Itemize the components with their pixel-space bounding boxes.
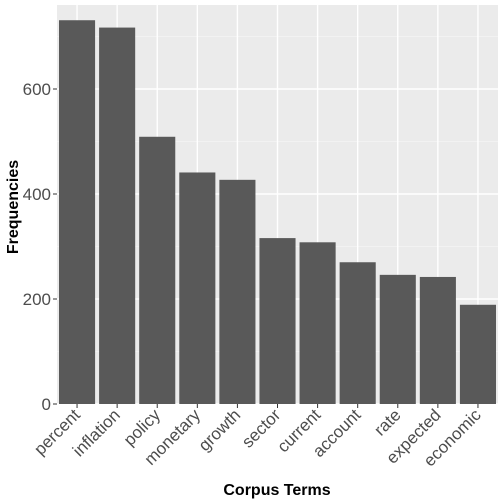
bar-account <box>339 262 376 404</box>
x-tick-label-growth: growth <box>195 405 245 455</box>
bar-economic <box>459 304 496 404</box>
bar-current <box>299 242 336 404</box>
y-tick-label: 400 <box>23 185 51 204</box>
bar-sector <box>259 238 296 404</box>
y-tick-label: 600 <box>23 80 51 99</box>
bar-policy <box>139 136 176 404</box>
x-axis-ticks: percentinflationpolicymonetarygrowthsect… <box>30 404 485 470</box>
x-tick-label-rate: rate <box>370 405 404 439</box>
bar-growth <box>219 179 256 404</box>
bar-inflation <box>99 27 136 404</box>
bar-monetary <box>179 172 216 404</box>
bars <box>59 20 496 404</box>
bar-percent <box>59 20 96 404</box>
bar-expected <box>419 276 456 404</box>
bar-rate <box>379 274 416 404</box>
y-tick-label: 0 <box>42 395 51 414</box>
x-axis-title: Corpus Terms <box>223 482 330 499</box>
y-axis-title: Frequencies <box>5 160 22 254</box>
y-tick-label: 200 <box>23 290 51 309</box>
y-axis-ticks: 0 200 400 600 <box>23 80 57 414</box>
